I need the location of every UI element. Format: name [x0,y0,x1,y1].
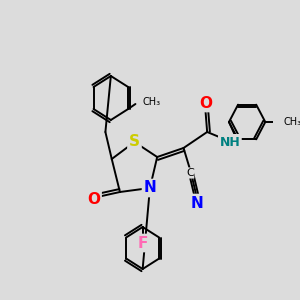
Text: S: S [129,134,140,149]
Text: CH₃: CH₃ [284,117,300,127]
Text: C: C [186,168,194,178]
Text: N: N [191,196,203,211]
Text: O: O [199,95,212,110]
Text: O: O [87,191,100,206]
Text: NH: NH [220,136,240,148]
Text: N: N [143,181,156,196]
Text: CH₃: CH₃ [143,97,161,107]
Text: F: F [137,236,148,250]
